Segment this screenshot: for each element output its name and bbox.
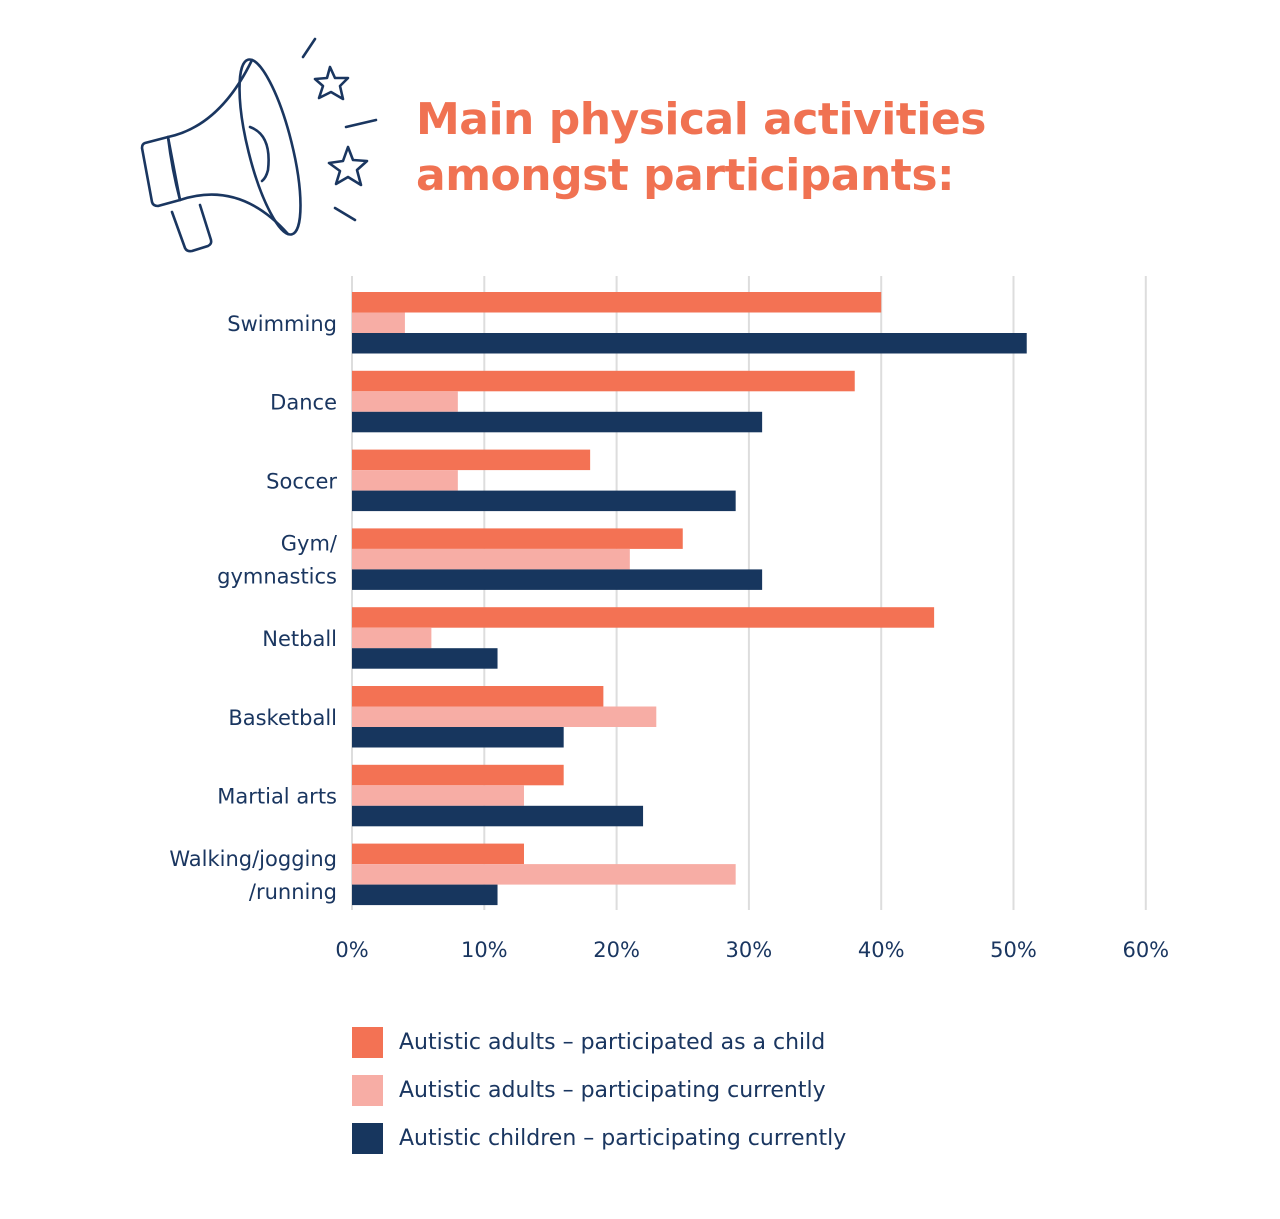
legend-swatch-adults-as-child (352, 1026, 383, 1058)
bar-soccer-series-0 (352, 449, 591, 471)
bar-dance-series-1 (352, 391, 458, 412)
chart-legend: Autistic adults – participated as a chil… (352, 1018, 846, 1162)
legend-label-adults-as-child: Autistic adults – participated as a chil… (399, 1029, 826, 1055)
legend-swatch-adults-current (352, 1074, 383, 1106)
bar-basketball-series-1 (352, 706, 657, 727)
category-label: /running (249, 880, 337, 904)
bar-walkingjoggingrunning-series-2 (352, 884, 498, 906)
bar-netball-series-1 (352, 627, 432, 649)
x-tick-label-30: 30% (726, 938, 773, 962)
chart-title: Main physical activities amongst partici… (416, 92, 986, 204)
bar-walkingjoggingrunning-series-1 (352, 864, 736, 885)
category-label: Dance (270, 391, 337, 415)
title-line-1: Main physical activities (416, 94, 986, 145)
bar-walkingjoggingrunning-series-0 (352, 843, 524, 865)
bar-swimming-series-1 (352, 312, 405, 333)
bar-basketball-series-2 (352, 727, 564, 748)
bar-basketball-series-0 (352, 686, 604, 707)
legend-swatch-children-current (352, 1122, 383, 1154)
bar-martialarts-series-0 (352, 764, 564, 786)
legend-label-children-current: Autistic children – participating curren… (399, 1125, 847, 1151)
x-tick-label-40: 40% (858, 938, 905, 962)
bar-swimming-series-0 (352, 292, 882, 313)
category-label: Swimming (227, 312, 337, 336)
bar-chart: Swimming Dance Soccer Gym/gymnastics Netball… (169, 276, 1169, 962)
bar-martialarts-series-2 (352, 805, 644, 827)
bar-dance-series-2 (352, 411, 763, 433)
category-label: Martial arts (217, 785, 337, 809)
x-tick-label-50: 50% (990, 938, 1037, 962)
bar-dance-series-0 (352, 370, 855, 392)
bar-swimming-series-2 (352, 333, 1027, 354)
category-label: Gym/ (281, 532, 338, 556)
category-label: gymnastics (217, 565, 337, 589)
x-tick-label-0: 0% (335, 938, 368, 962)
bar-gymgymnastics-series-0 (352, 528, 683, 549)
bar-soccer-series-2 (352, 490, 736, 512)
x-tick-label-10: 10% (461, 938, 508, 962)
megaphone-icon (140, 37, 378, 253)
title-line-2: amongst participants: (416, 150, 955, 201)
legend-item-adults-as-child: Autistic adults – participated as a chil… (352, 1018, 846, 1066)
x-tick-label-20: 20% (593, 938, 640, 962)
category-label: Netball (262, 627, 337, 651)
legend-item-children-current: Autistic children – participating curren… (352, 1114, 846, 1162)
legend-item-adults-current: Autistic adults – participating currentl… (352, 1066, 846, 1114)
bar-gymgymnastics-series-2 (352, 569, 763, 590)
category-label: Basketball (228, 706, 337, 730)
legend-label-adults-current: Autistic adults – participating currentl… (399, 1077, 826, 1103)
bar-netball-series-0 (352, 607, 935, 628)
bar-martialarts-series-1 (352, 785, 524, 806)
category-label: Walking/jogging (169, 847, 337, 871)
bar-netball-series-2 (352, 648, 498, 669)
bar-soccer-series-1 (352, 470, 458, 491)
bar-gymgymnastics-series-1 (352, 548, 630, 570)
category-label: Soccer (266, 469, 337, 493)
x-tick-label-60: 60% (1122, 938, 1169, 962)
